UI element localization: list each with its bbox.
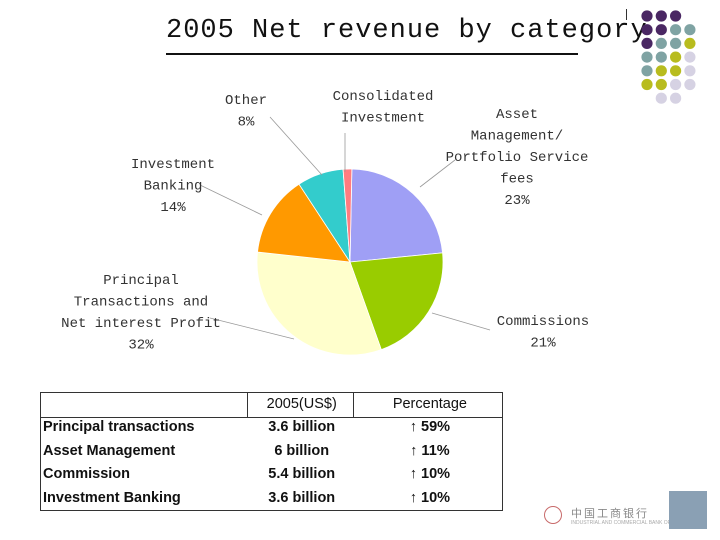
pie-slice-2 xyxy=(256,251,382,356)
pie-slice-0 xyxy=(349,168,443,263)
corner-tick-mark xyxy=(626,9,627,20)
decorative-dot xyxy=(641,65,653,77)
bank-seal-icon xyxy=(544,506,562,524)
bank-logo-text: 中国工商银行 xyxy=(571,508,649,520)
pie-chart: Asset Management/Portfolio Service fees 23%… xyxy=(61,89,589,356)
table-cell-percentage: ↑ 11% xyxy=(410,442,450,459)
decorative-dot xyxy=(655,65,667,77)
decorative-dot xyxy=(684,65,696,77)
decorative-dot xyxy=(684,51,696,63)
table-header-row: 2005(US$) Percentage xyxy=(40,392,504,416)
decorative-dot xyxy=(641,37,653,50)
pie-slice-3 xyxy=(257,183,351,263)
title-underline xyxy=(166,53,578,55)
leader-line-asset xyxy=(419,159,456,188)
decorative-dot xyxy=(655,10,667,22)
decorative-dot xyxy=(641,51,653,63)
table-row: Principal transactions 3.6 billion ↑ 59% xyxy=(40,416,504,440)
decorative-dot xyxy=(655,37,667,50)
table-cell-category: Asset Management xyxy=(43,442,176,459)
table-header-amount: 2005(US$) xyxy=(266,395,337,412)
leader-line-other xyxy=(269,116,323,176)
decorative-dot xyxy=(655,92,667,104)
table-cell-amount: 6 billion xyxy=(274,442,330,459)
pie-slice-5 xyxy=(342,168,353,263)
slice-label-3: Investment Banking 14% xyxy=(131,157,215,216)
table-cell-amount: 5.4 billion xyxy=(268,466,336,483)
table-cell-percentage: ↑ 10% xyxy=(409,489,451,506)
leader-line-principal xyxy=(209,317,295,340)
leader-line-commissions xyxy=(431,312,491,331)
bank-logo-subtext: INDUSTRIAL AND COMMERCIAL BANK OF CHINA xyxy=(571,520,688,526)
table-cell-percentage: ↑ 10% xyxy=(409,466,451,483)
decorative-dot xyxy=(641,78,653,91)
revenue-table: 2005(US$) Percentage Principal transacti… xyxy=(40,392,504,510)
table-header-category xyxy=(40,392,248,416)
table-cell-category: Commission xyxy=(43,466,131,483)
decorative-dot xyxy=(670,10,682,22)
table-row: Commission 5.4 billion ↑ 10% xyxy=(40,463,504,487)
slice-label-0: Asset Management/Portfolio Service fees 23% xyxy=(446,107,589,209)
leader-line-investment-banking xyxy=(199,184,263,216)
slice-label-1: Commissions 21% xyxy=(497,314,589,352)
table-cell-amount: 3.6 billion xyxy=(268,419,336,436)
page-title: 2005 Net revenue by category xyxy=(166,16,648,46)
slice-label-5: Consolidated Investment xyxy=(333,89,434,127)
decorative-dot xyxy=(670,78,682,91)
decorative-dot xyxy=(655,24,667,36)
decorative-dot xyxy=(670,65,682,77)
decorative-dot xyxy=(684,78,696,91)
decorative-dot xyxy=(670,92,682,104)
decorative-dot xyxy=(684,37,696,50)
table-row: Investment Banking 3.6 billion ↑ 10% xyxy=(40,486,504,510)
table-cell-category: Investment Banking xyxy=(43,489,181,506)
table-cell-amount: 3.6 billion xyxy=(268,489,336,506)
pie-slice-1 xyxy=(349,252,444,351)
slice-label-2: Principal Transactions and Net interest Pr… xyxy=(61,273,221,354)
table-cell-percentage: ↑ 59% xyxy=(409,419,451,436)
decorative-dot xyxy=(670,24,682,36)
decorative-dot xyxy=(684,24,696,36)
table-row: Asset Management 6 billion ↑ 11% xyxy=(40,439,504,463)
table-header-percentage: Percentage xyxy=(392,395,467,412)
decorative-dot xyxy=(655,78,667,91)
decorative-dot xyxy=(655,51,667,63)
emblem-icon xyxy=(669,491,707,529)
table-header-rule xyxy=(40,417,503,418)
slice-label-4: Other 8% xyxy=(225,93,267,131)
decorative-dot xyxy=(641,24,653,36)
decorative-dot xyxy=(670,51,682,63)
decorative-dot-grid xyxy=(641,10,696,104)
decorative-dot xyxy=(641,10,653,22)
decorative-dot xyxy=(670,37,682,50)
table-cell-category: Principal transactions xyxy=(43,419,195,436)
table-divider xyxy=(247,392,248,418)
table-divider xyxy=(353,392,354,418)
